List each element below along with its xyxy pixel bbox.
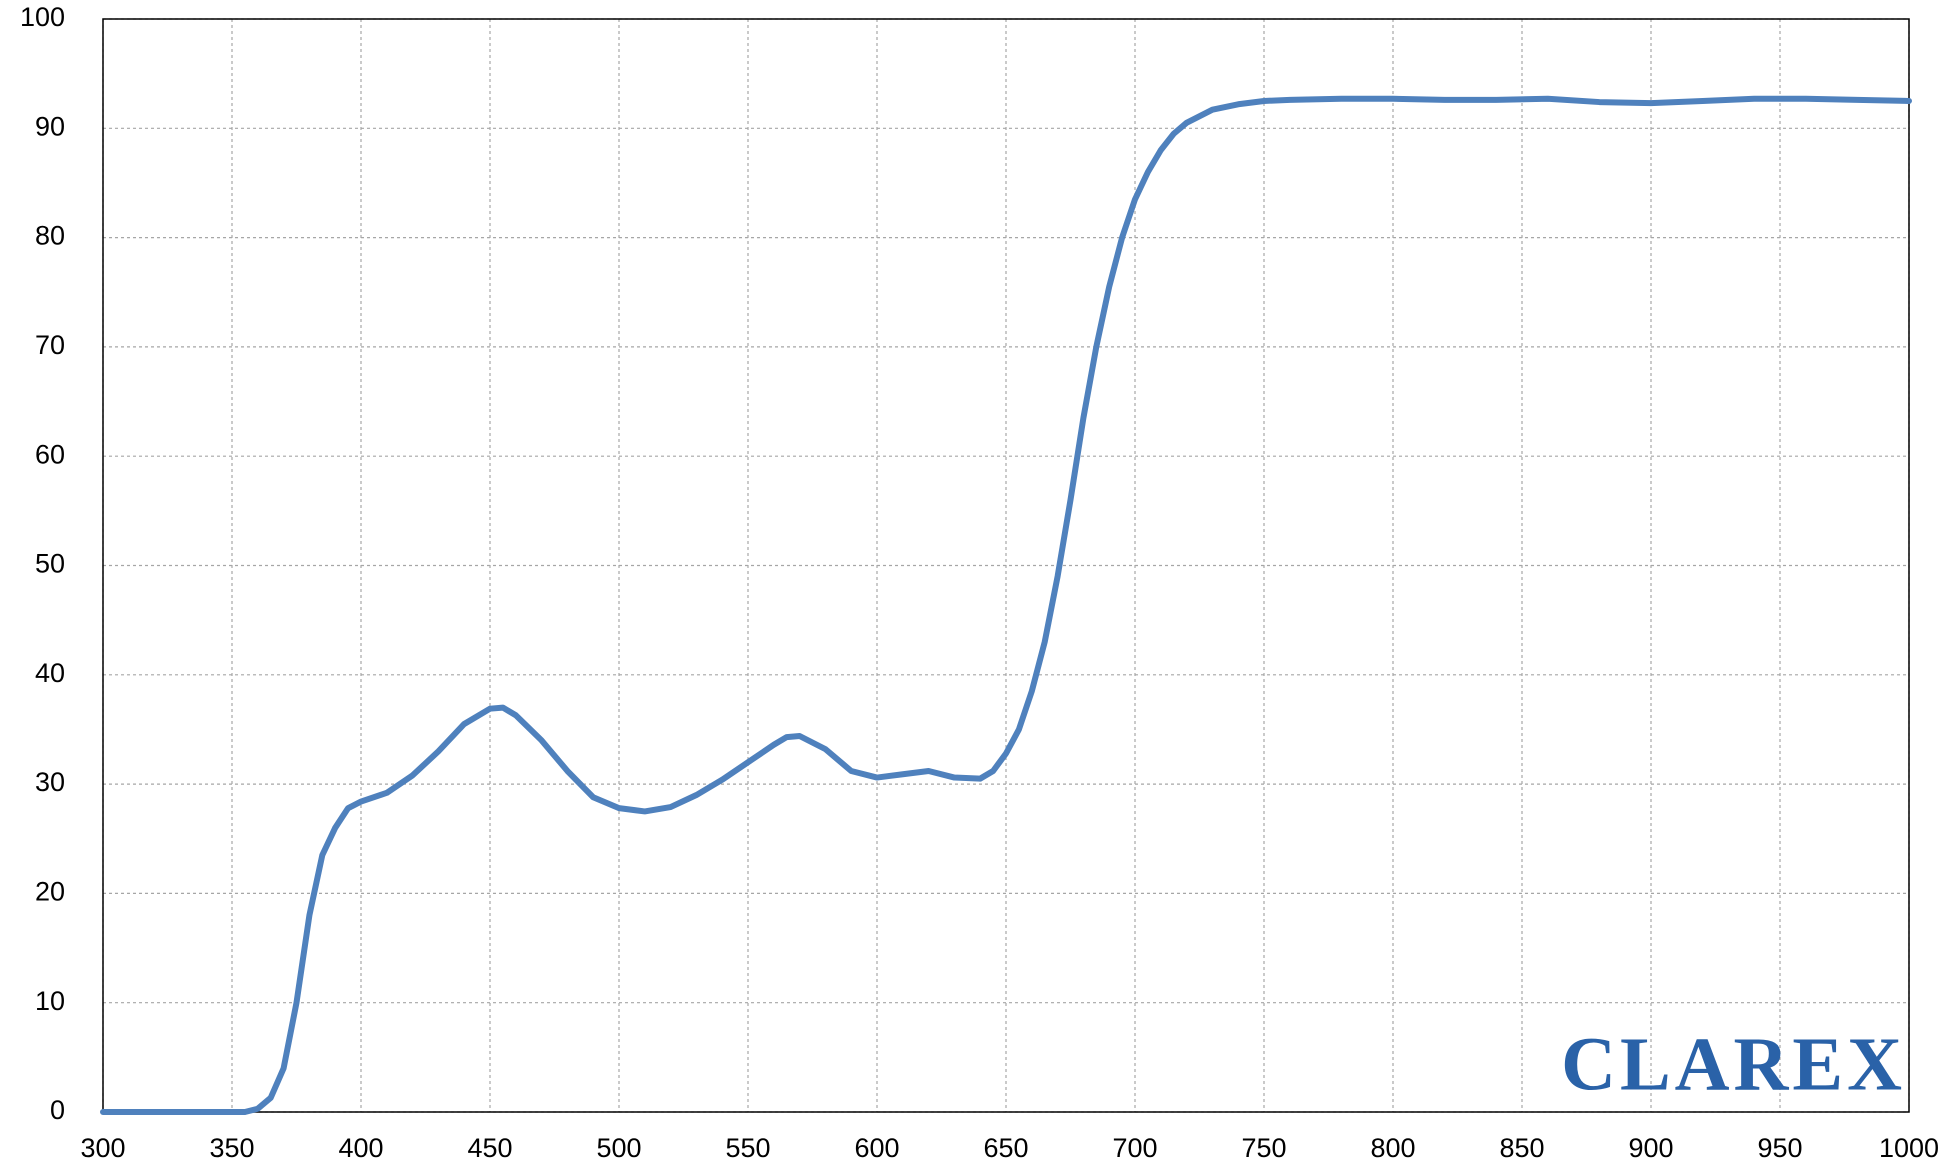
- y-tick-label: 40: [35, 658, 65, 688]
- x-tick-label: 450: [467, 1133, 512, 1163]
- x-tick-label: 850: [1499, 1133, 1544, 1163]
- x-tick-label: 750: [1241, 1133, 1286, 1163]
- logo: CLAREX: [1561, 1022, 1906, 1106]
- plot-frame: [102, 18, 1910, 1113]
- y-tick-label: 80: [35, 221, 65, 251]
- y-tick-label: 70: [35, 330, 65, 360]
- y-tick-label: 30: [35, 767, 65, 797]
- x-tick-label: 400: [338, 1133, 383, 1163]
- x-tick-label: 500: [596, 1133, 641, 1163]
- y-tick-label: 90: [35, 111, 65, 141]
- x-tick-label: 550: [725, 1133, 770, 1163]
- x-tick-label: 900: [1628, 1133, 1673, 1163]
- y-tick-label: 0: [50, 1095, 65, 1125]
- y-tick-label: 60: [35, 439, 65, 469]
- x-tick-label: 350: [209, 1133, 254, 1163]
- data-line: [100, 95, 1912, 1115]
- x-tick-label: 800: [1370, 1133, 1415, 1163]
- y-tick-label: 10: [35, 986, 65, 1016]
- x-tick-label: 650: [983, 1133, 1028, 1163]
- x-tick-label: 1000: [1879, 1133, 1939, 1163]
- x-tick-label: 300: [80, 1133, 125, 1163]
- y-tick-label: 100: [20, 2, 65, 32]
- y-tick-label: 20: [35, 877, 65, 907]
- y-tick-label: 50: [35, 549, 65, 579]
- x-tick-label: 600: [854, 1133, 899, 1163]
- x-tick-label: 950: [1757, 1133, 1802, 1163]
- x-tick-label: 700: [1112, 1133, 1157, 1163]
